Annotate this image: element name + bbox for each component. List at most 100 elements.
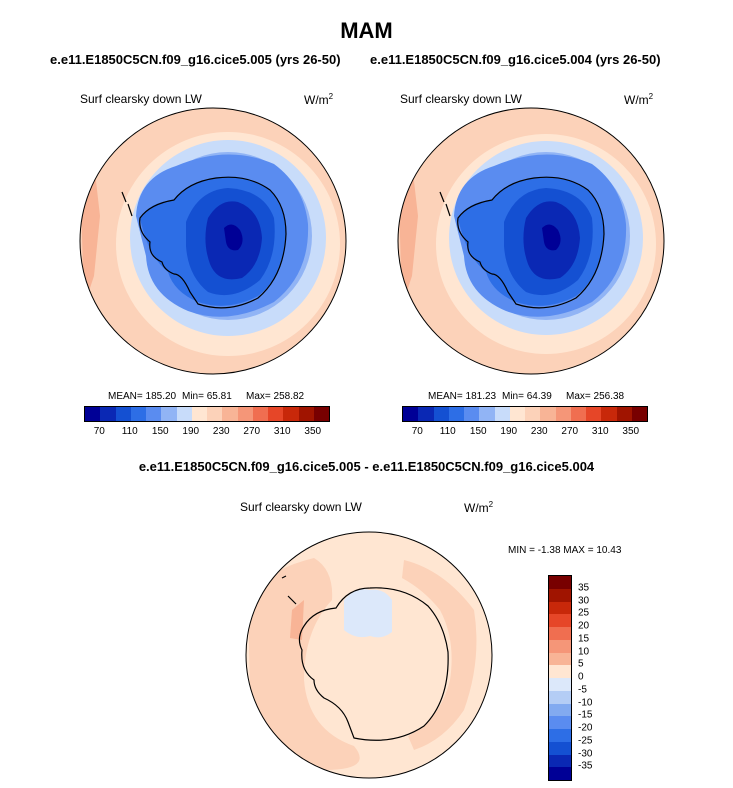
colorbar-swatch [237,407,253,421]
colorbar-swatch [146,407,162,421]
colorbar-tick-label: 230 [530,426,548,437]
colorbar-tick-label: 30 [578,595,590,606]
colorbar-tick-label: 35 [578,582,590,594]
colorbar-swatch [525,407,541,421]
panel2-polar-map [397,107,665,375]
panel2-mean: MEAN= 181.23 [428,391,497,402]
colorbar-swatch [252,407,268,421]
colorbar-swatch [549,665,571,678]
colorbar-swatch [191,407,207,421]
colorbar-tick-label: -20 [578,722,593,734]
colorbar-swatch [549,716,571,729]
panel1-units: W/m2 [304,92,334,107]
colorbar-swatch [555,407,571,421]
colorbar-swatch [509,407,525,421]
subtitle-right: e.e11.E1850C5CN.f09_g16.cice5.004 (yrs 2… [370,52,661,67]
panel1-polar-map [79,107,347,375]
colorbar-swatch [283,407,299,421]
colorbar-swatch [433,407,449,421]
colorbar-swatch [549,576,571,589]
diff-colorbar [548,575,572,781]
colorbar-swatch [418,407,434,421]
panel2-min: Min= 64.39 [502,391,552,402]
colorbar-swatch [549,639,571,653]
colorbar-tick-label: 70 [411,426,423,437]
colorbar-tick-label: 70 [93,426,105,437]
panel1-min: Min= 65.81 [182,391,232,402]
colorbar-tick-label: 0 [578,671,584,683]
colorbar-tick-label: 110 [439,426,456,437]
subtitle-left: e.e11.E1850C5CN.f09_g16.cice5.005 (yrs 2… [50,52,341,67]
colorbar-tick-label: 25 [578,607,590,619]
colorbar-swatch [130,407,146,421]
colorbar-swatch [161,407,177,421]
colorbar-tick-label: 190 [182,426,200,437]
colorbar-swatch [464,407,480,421]
diff-min-max: MIN = -1.38 MAX = 10.43 [508,545,622,556]
colorbar-tick-label: 150 [469,426,487,437]
colorbar-swatch [616,407,632,421]
colorbar-tick-label: 270 [243,426,261,437]
panel2-colorbar [402,406,648,422]
panel2-variable-label: Surf clearsky down LW [400,92,522,106]
main-title: MAM [340,18,393,43]
colorbar-tick-label: 350 [622,426,640,437]
colorbar-swatch [268,407,284,421]
colorbar-tick-label: 270 [561,426,579,437]
colorbar-tick-label: -10 [578,697,593,708]
colorbar-swatch [100,407,116,421]
panel2-max: Max= 256.38 [566,391,625,402]
panel2-units: W/m2 [624,92,654,107]
panel1-mean: MEAN= 185.20 [108,391,177,402]
colorbar-swatch [403,407,419,421]
colorbar-swatch [298,407,314,421]
diff-variable-label: Surf clearsky down LW [240,500,362,514]
panel2-colorbar-ticks: 70 110 150 190 230 270 310 350 [402,426,646,440]
colorbar-tick-label: 110 [121,426,138,437]
colorbar-swatch [448,407,464,421]
colorbar-tick-label: 230 [212,426,230,437]
colorbar-swatch [549,741,571,755]
diff-colorbar-ticks: 35 30 25 20 15 10 5 0 -5 -10 -15 -20 -25 -30 -35 [578,575,618,779]
colorbar-swatch [601,407,617,421]
diff-polar-map [245,531,493,779]
panel1-colorbar [84,406,330,422]
diff-title: e.e11.E1850C5CN.f09_g16.cice5.005 - e.e1… [138,459,595,474]
colorbar-swatch [222,407,238,421]
colorbar-swatch [549,652,571,666]
colorbar-swatch [549,588,571,602]
colorbar-swatch [313,407,329,421]
colorbar-tick-label: -5 [578,684,587,696]
colorbar-swatch [207,407,223,421]
colorbar-swatch [586,407,602,421]
colorbar-tick-label: 5 [578,658,584,670]
colorbar-swatch [85,407,101,421]
colorbar-swatch [115,407,131,421]
colorbar-tick-label: 10 [578,646,590,657]
colorbar-swatch [540,407,556,421]
colorbar-swatch [549,690,571,704]
colorbar-tick-label: -25 [578,735,593,747]
colorbar-swatch [549,754,571,768]
colorbar-tick-label: -15 [578,709,593,721]
colorbar-tick-label: 310 [273,426,291,437]
colorbar-tick-label: 350 [304,426,322,437]
colorbar-tick-label: 310 [591,426,609,437]
colorbar-swatch [549,767,571,780]
colorbar-tick-label: -35 [578,760,593,772]
colorbar-swatch [549,703,571,717]
colorbar-swatch [549,729,571,742]
colorbar-tick-label: -30 [578,748,593,759]
colorbar-swatch [549,678,571,691]
colorbar-swatch [549,627,571,640]
colorbar-tick-label: 150 [151,426,169,437]
panel1-max: Max= 258.82 [246,391,305,402]
colorbar-swatch [631,407,647,421]
colorbar-tick-label: 15 [578,633,590,645]
colorbar-tick-label: 20 [578,620,590,632]
colorbar-swatch [176,407,192,421]
colorbar-swatch [549,614,571,627]
panel1-colorbar-ticks: 70 110 150 190 230 270 310 350 [84,426,328,440]
colorbar-tick-label: 190 [500,426,518,437]
colorbar-swatch [479,407,495,421]
